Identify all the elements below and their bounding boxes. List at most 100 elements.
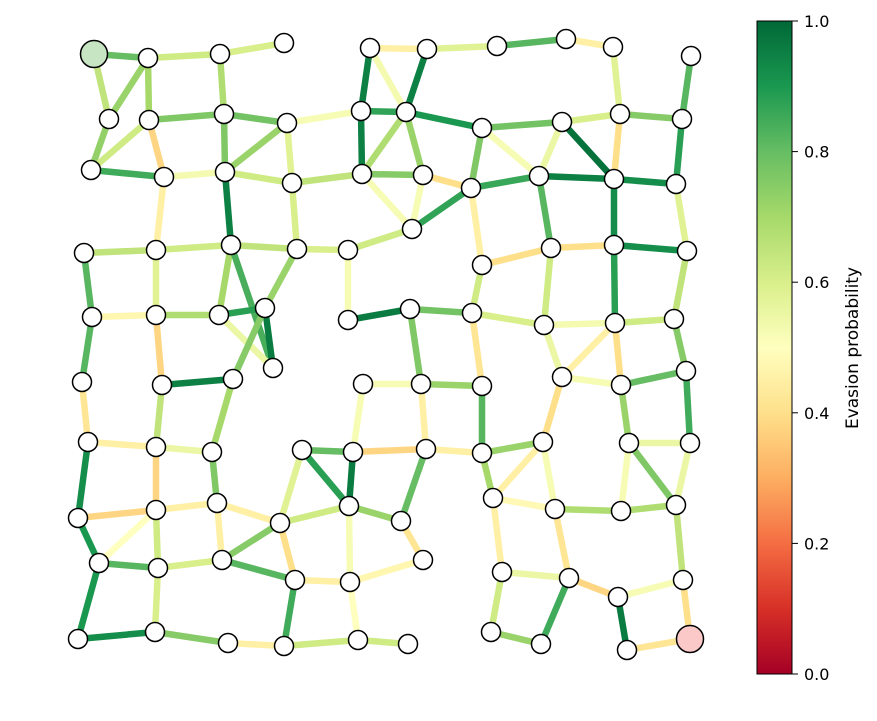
graph-node (397, 633, 419, 655)
graph-edge (87, 438, 157, 451)
graph-nodes (67, 28, 705, 661)
colorbar-tick-label: 0.8 (804, 143, 829, 162)
graph-edge (496, 35, 567, 50)
graph-edge (406, 308, 425, 385)
graph-edge (152, 176, 168, 251)
graph-edge (489, 497, 506, 573)
graph-edge (152, 384, 166, 448)
graph-node (284, 569, 306, 591)
graph-edge (611, 322, 625, 386)
graph-edge (481, 118, 563, 132)
graph-node (144, 621, 166, 643)
graph-node (342, 441, 364, 463)
graph-edge (347, 305, 411, 324)
graph-edge (288, 182, 301, 250)
graph-node (98, 108, 120, 130)
graph-node (530, 633, 552, 655)
graph-edge (492, 494, 556, 513)
graph-edge (357, 110, 366, 175)
graph-node (555, 28, 577, 50)
colorbar-bar (756, 20, 793, 675)
graph-edge (617, 442, 633, 512)
graph-edge (346, 225, 414, 254)
colorbar-ticks: 0.0 0.2 0.4 0.6 0.8 1.0 (792, 12, 829, 684)
graph-node (273, 32, 295, 54)
graph-edge (88, 117, 152, 173)
graph-node (206, 492, 228, 514)
graph-node (533, 314, 555, 336)
graph-node (395, 101, 417, 123)
graph-node (71, 371, 93, 393)
graph-edge (78, 316, 96, 383)
graph-node (145, 436, 167, 458)
graph-node (665, 173, 687, 195)
graph-node (220, 234, 242, 256)
graph-edge (626, 441, 679, 507)
graph-edge (617, 576, 684, 601)
graph-node (73, 242, 95, 264)
graph-edge (481, 244, 552, 269)
graph-node (151, 374, 173, 396)
graph-node (551, 366, 573, 388)
graph-node (390, 510, 412, 532)
graph-edge (276, 449, 306, 524)
graph-edge (481, 438, 544, 457)
graph-node (486, 35, 508, 57)
graph-node (401, 218, 423, 240)
colorbar-tick-label: 1.0 (804, 12, 829, 31)
graph-edge (409, 305, 473, 317)
graph-node (602, 36, 624, 58)
graph-edge (144, 57, 153, 121)
graph-edge (77, 628, 156, 643)
graph-node (214, 161, 236, 183)
graph-node (618, 432, 640, 454)
start-node (79, 39, 109, 69)
graph-edge (620, 367, 687, 389)
graph-node (663, 308, 685, 330)
graph-edge (280, 579, 299, 647)
graph-edge (222, 120, 290, 175)
graph-edge (539, 376, 566, 443)
graph-node (77, 431, 99, 453)
graph-edge (559, 119, 617, 182)
graph-edge (554, 505, 622, 515)
graph-edge (538, 576, 572, 646)
colorbar-label: Evasion probability (843, 267, 863, 429)
graph-node (544, 498, 566, 520)
graph-edge (610, 244, 619, 324)
graph-node (350, 100, 372, 122)
graph-node (153, 166, 175, 188)
graph-edge (221, 171, 235, 246)
graph-edge (359, 110, 409, 176)
graph-node (412, 164, 434, 186)
graph-node (609, 103, 631, 125)
graph-node (222, 368, 244, 390)
graph-node (269, 512, 291, 534)
graph-node (480, 621, 502, 643)
graph-edge (479, 125, 542, 179)
colorbar-tick-label: 0.4 (804, 404, 829, 423)
graph-node (147, 557, 169, 579)
graph-node (88, 552, 110, 574)
graph-node (410, 373, 432, 395)
graph-edge (619, 110, 683, 123)
graph-node (610, 500, 632, 522)
graph-edge (148, 110, 225, 124)
graph-edge (286, 107, 362, 127)
goal-node (675, 624, 705, 654)
graph-edge (223, 110, 288, 127)
graph-node (482, 487, 504, 509)
graph-edge (540, 247, 555, 326)
graph-edge (490, 439, 546, 501)
graph-node (145, 499, 167, 521)
graph-node (145, 239, 167, 261)
graph-node (412, 549, 434, 571)
graph-node (610, 374, 632, 396)
graph-node (616, 639, 638, 661)
graph-edge (539, 441, 559, 510)
graph-edge (470, 172, 540, 192)
graph-node (80, 159, 102, 181)
graph-edge (208, 378, 237, 453)
graph-edge (90, 166, 165, 181)
